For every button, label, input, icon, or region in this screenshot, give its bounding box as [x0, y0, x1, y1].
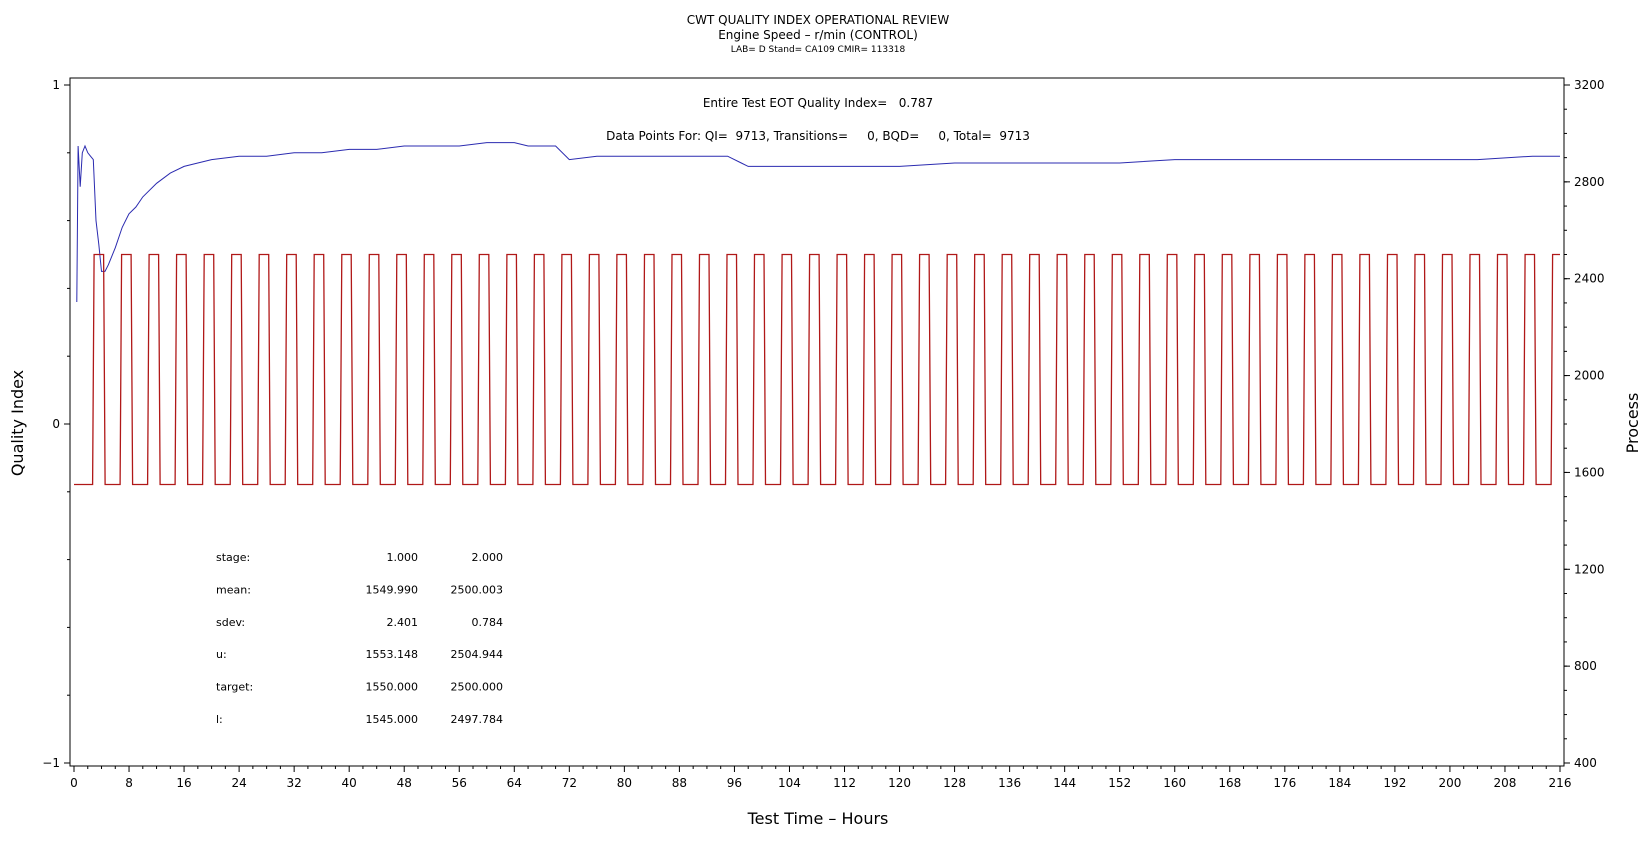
x-tick-label: 136 — [998, 776, 1021, 790]
x-axis-title: Test Time – Hours — [747, 809, 889, 828]
stats-value-stage1: 1545.000 — [366, 713, 419, 726]
x-tick-label: 216 — [1549, 776, 1572, 790]
stats-row-label: u: — [216, 648, 227, 661]
stats-value-stage2: 2504.944 — [451, 648, 504, 661]
x-tick-label: 40 — [342, 776, 357, 790]
x-tick-label: 88 — [672, 776, 687, 790]
chart-title: CWT QUALITY INDEX OPERATIONAL REVIEW — [687, 13, 950, 27]
stats-row-label: target: — [216, 681, 253, 694]
chart-subtitle: Engine Speed – r/min (CONTROL) — [718, 28, 918, 42]
y-right-tick-label: 800 — [1574, 659, 1597, 673]
y-right-tick-label: 3200 — [1574, 78, 1605, 92]
x-tick-label: 192 — [1383, 776, 1406, 790]
x-tick-label: 152 — [1108, 776, 1131, 790]
x-tick-label: 112 — [833, 776, 856, 790]
stats-value-stage2: 2.000 — [472, 551, 504, 564]
stats-value-stage2: 2500.003 — [451, 583, 504, 596]
x-tick-label: 104 — [778, 776, 801, 790]
x-tick-label: 80 — [617, 776, 632, 790]
y-right-tick-label: 2400 — [1574, 272, 1605, 286]
data-points-annotation: Data Points For: QI= 9713, Transitions= … — [606, 129, 1030, 143]
chart-subtitle-2: LAB= D Stand= CA109 CMIR= 113318 — [731, 45, 906, 55]
stats-value-stage1: 1549.990 — [366, 583, 419, 596]
y-right-tick-label: 2000 — [1574, 369, 1605, 383]
x-tick-label: 8 — [125, 776, 133, 790]
y-right-axis-title: Process — [1623, 393, 1642, 454]
stats-row-label: mean: — [216, 583, 251, 596]
x-tick-label: 32 — [287, 776, 302, 790]
x-tick-label: 48 — [397, 776, 412, 790]
x-tick-label: 144 — [1053, 776, 1076, 790]
y-right-tick-label: 1200 — [1574, 562, 1605, 576]
stats-value-stage2: 2497.784 — [451, 713, 504, 726]
x-tick-label: 128 — [943, 776, 966, 790]
y-left-tick-label: −1 — [42, 756, 60, 770]
process-line — [74, 253, 1560, 486]
x-tick-label: 160 — [1163, 776, 1186, 790]
quality-index-annotation: Entire Test EOT Quality Index= 0.787 — [703, 96, 933, 110]
y-left-tick-label: 0 — [52, 417, 60, 431]
y-right-tick-label: 2800 — [1574, 175, 1605, 189]
x-tick-label: 56 — [452, 776, 467, 790]
quality-index-line — [76, 142, 1560, 303]
stats-row-label: stage: — [216, 551, 250, 564]
stats-value-stage1: 1.000 — [387, 551, 419, 564]
x-tick-label: 208 — [1494, 776, 1517, 790]
x-tick-label: 120 — [888, 776, 911, 790]
stats-value-stage2: 0.784 — [472, 616, 504, 629]
stats-row-label: sdev: — [216, 616, 245, 629]
y-right-tick-label: 400 — [1574, 756, 1597, 770]
y-left-axis-title: Quality Index — [8, 370, 27, 476]
x-tick-label: 96 — [727, 776, 742, 790]
x-tick-label: 176 — [1273, 776, 1296, 790]
y-left-tick-label: 1 — [52, 78, 60, 92]
stats-value-stage2: 2500.000 — [451, 681, 504, 694]
stats-value-stage1: 1553.148 — [366, 648, 419, 661]
y-right-tick-label: 1600 — [1574, 465, 1605, 479]
x-tick-label: 24 — [231, 776, 246, 790]
plot-frame — [69, 77, 1565, 767]
x-tick-label: 168 — [1218, 776, 1241, 790]
x-tick-label: 0 — [70, 776, 78, 790]
x-tick-label: 200 — [1438, 776, 1461, 790]
x-tick-label: 64 — [507, 776, 522, 790]
stats-value-stage1: 2.401 — [387, 616, 419, 629]
x-tick-label: 184 — [1328, 776, 1351, 790]
x-tick-label: 72 — [562, 776, 577, 790]
stats-row-label: l: — [216, 713, 223, 726]
x-tick-label: 16 — [176, 776, 191, 790]
stats-value-stage1: 1550.000 — [366, 681, 419, 694]
